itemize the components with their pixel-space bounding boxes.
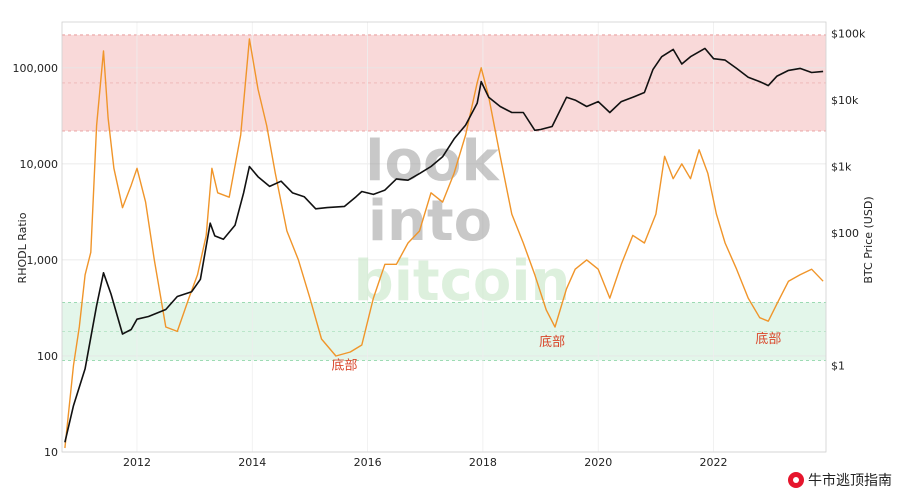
- credit-label: 牛市逃顶指南: [788, 470, 892, 490]
- y-tick-1,000: 1,000: [27, 254, 59, 267]
- axes: 10 100 1,000 10,000 100,000 2012 2014 2016 2018 2…: [13, 21, 866, 469]
- x-tick-2014: 2014: [238, 456, 266, 469]
- watermark: look into bitcoin: [354, 129, 571, 314]
- zone-bands: [62, 34, 826, 361]
- y2-tick-$100k: $100k: [831, 28, 866, 41]
- y-axis-title: RHODL Ratio: [16, 212, 29, 283]
- weibo-icon: [788, 472, 804, 488]
- annotation-bottom-1: 底部: [332, 357, 358, 373]
- series-btc-price: [64, 47, 824, 443]
- watermark-line3: bitcoin: [354, 249, 571, 314]
- x-tick-2022: 2022: [700, 456, 728, 469]
- credit-text: 牛市逃顶指南: [808, 473, 892, 489]
- y2-axis-title: BTC Price (USD): [862, 196, 875, 283]
- y-tick-100,000: 100,000: [13, 62, 59, 75]
- y-tick-100: 100: [37, 350, 58, 363]
- x-tick-2018: 2018: [469, 456, 497, 469]
- series-lines: [64, 38, 824, 449]
- series-rhodl-ratio: [64, 38, 824, 449]
- y2-tick-$1: $1: [831, 360, 845, 373]
- plot-frame: [61, 21, 827, 453]
- x-tick-2020: 2020: [584, 456, 612, 469]
- annotation-bottom-2: 底部: [539, 334, 565, 350]
- y2-tick-$100: $100: [831, 227, 859, 240]
- watermark-line1: look: [365, 129, 500, 194]
- y2-tick-$10k: $10k: [831, 94, 859, 107]
- x-tick-2012: 2012: [123, 456, 151, 469]
- watermark-line2: into: [368, 189, 492, 254]
- y-tick-10,000: 10,000: [20, 158, 59, 171]
- y-tick-10: 10: [44, 446, 58, 459]
- x-tick-2016: 2016: [354, 456, 382, 469]
- y2-tick-$1k: $1k: [831, 160, 852, 173]
- annotation-bottom-3: 底部: [755, 331, 781, 347]
